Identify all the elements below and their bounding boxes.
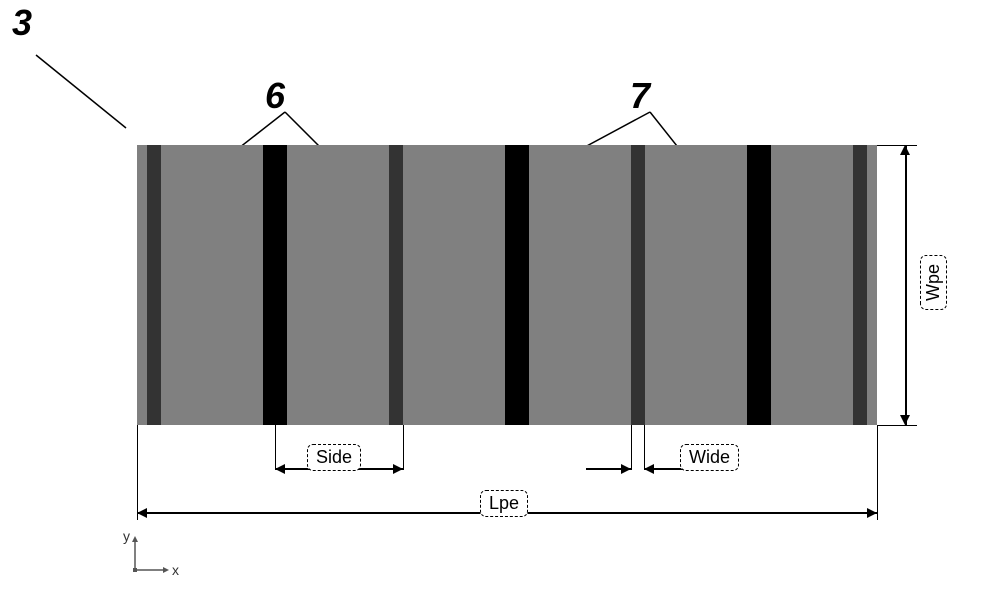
wpe-arrow-down: [900, 415, 910, 425]
callout-label-6: 6: [265, 75, 285, 117]
stripe-narrow-4: [853, 145, 867, 425]
stripe-narrow-3: [631, 145, 645, 425]
wpe-line: [905, 145, 907, 425]
stripe-narrow-1: [147, 145, 161, 425]
wpe-arrow-up: [900, 145, 910, 155]
side-tick-r: [403, 425, 404, 470]
callout-label-7: 7: [630, 75, 650, 117]
lpe-tick-l: [137, 425, 138, 520]
corner-label-3: 3: [12, 2, 32, 44]
lpe-arrow-r: [867, 508, 877, 518]
lpe-label: Lpe: [480, 490, 528, 517]
plate: [137, 145, 877, 425]
wpe-tick-bot: [877, 425, 917, 426]
wide-tick-l: [631, 425, 632, 470]
wide-arrow-r: [644, 464, 654, 474]
wpe-label: Wpe: [920, 255, 947, 310]
axis-x-label: x: [172, 562, 179, 578]
wpe-tick-top: [877, 145, 917, 146]
stripe-wide-3: [747, 145, 771, 425]
wide-arrow-l: [621, 464, 631, 474]
axis-y-label: y: [123, 528, 130, 544]
stripe-wide-2: [505, 145, 529, 425]
stripe-narrow-2: [389, 145, 403, 425]
side-arrow-l: [275, 464, 285, 474]
wide-label: Wide: [680, 444, 739, 471]
lpe-arrow-l: [137, 508, 147, 518]
side-arrow-r: [393, 464, 403, 474]
stripe-wide-1: [263, 145, 287, 425]
lpe-tick-r: [877, 425, 878, 520]
side-label: Side: [307, 444, 361, 471]
